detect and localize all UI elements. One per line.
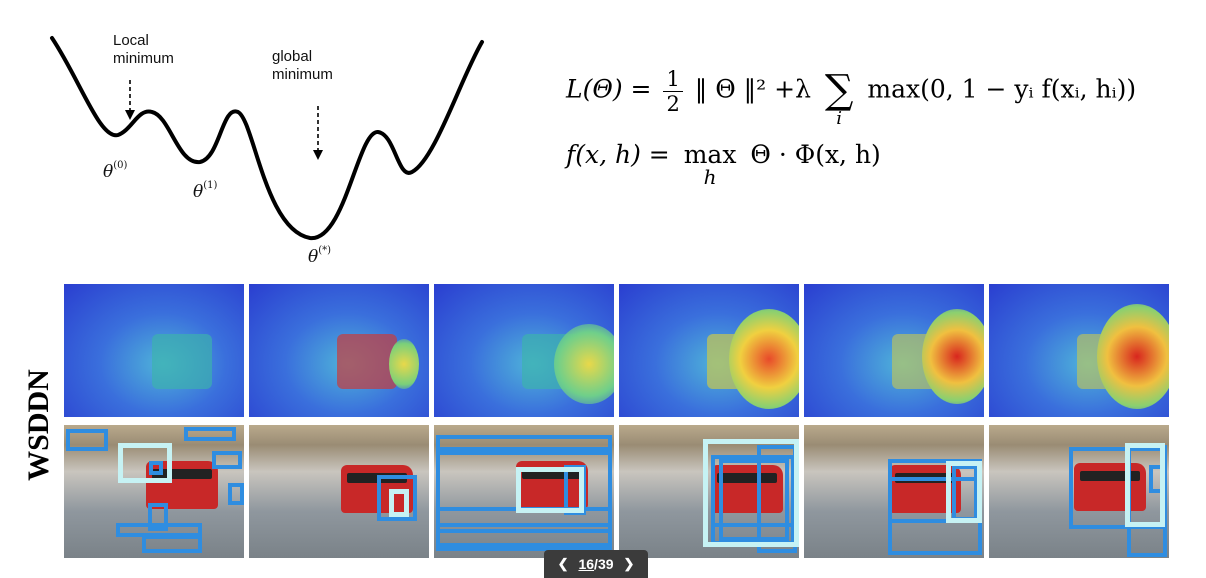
proposal-box (436, 447, 612, 547)
heatmap-panel (619, 284, 799, 417)
summation-symbol: ∑ i (824, 67, 854, 129)
top-detection-box (118, 443, 172, 483)
theta-0-label: θ(0) (103, 160, 128, 182)
top-detection-box (389, 489, 409, 517)
proposal-box (66, 429, 108, 451)
current-page[interactable]: 16 (578, 556, 595, 572)
proposal-box (719, 459, 789, 541)
theta-star-label: θ(*) (308, 245, 332, 267)
detection-panel (434, 425, 614, 558)
top-detection-box (946, 461, 982, 523)
method-label: WSDDN (22, 369, 55, 481)
loss-curve (50, 36, 484, 240)
proposal-box (148, 503, 168, 531)
top-detection-box (1125, 443, 1165, 527)
max-operator: max h (683, 140, 737, 189)
proposal-box (212, 451, 242, 469)
proposal-box (377, 475, 417, 521)
proposal-box (1149, 465, 1167, 493)
heatmap-panel (804, 284, 984, 417)
detection-panel (989, 425, 1169, 558)
global-minimum-label: global minimum (272, 48, 333, 83)
local-minimum-label: Local minimum (113, 32, 174, 67)
theta-1-label: θ(1) (193, 180, 218, 202)
detection-panel (804, 425, 984, 558)
page-indicator: 16/39 (578, 556, 614, 572)
heatmap-panel (434, 284, 614, 417)
proposal-box (184, 427, 236, 441)
proposal-box (228, 483, 244, 505)
detection-panel (64, 425, 244, 558)
heatmap-panel (64, 284, 244, 417)
slide-pager: ❮ 16/39 ❯ (544, 550, 648, 578)
detection-panel (249, 425, 429, 558)
detection-panel (619, 425, 799, 558)
proposal-box (436, 435, 612, 455)
score-equation: f(x, h) = max h Θ · Φ(x, h) (566, 140, 881, 189)
proposal-box (142, 535, 202, 553)
total-pages: 39 (597, 556, 614, 572)
proposal-box (149, 461, 163, 475)
top-detection-box (516, 467, 584, 513)
chevron-right-icon[interactable]: ❯ (623, 556, 635, 571)
top-detection-box (703, 439, 799, 547)
loss-landscape-diagram: Local minimum global minimum θ(0) θ(1) θ… (40, 20, 500, 275)
heatmap-panel (989, 284, 1169, 417)
proposal-box (436, 529, 612, 551)
heatmap-panel (249, 284, 429, 417)
chevron-left-icon[interactable]: ❮ (557, 556, 569, 571)
